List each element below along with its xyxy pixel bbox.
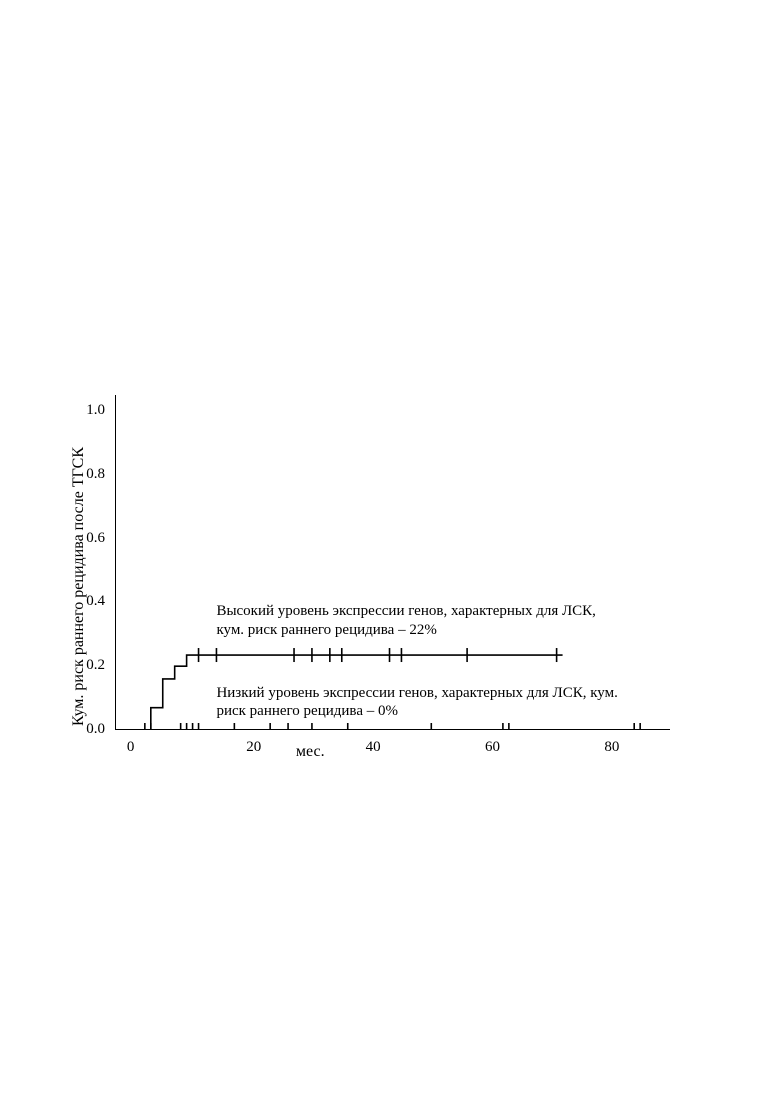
y-tick-label: 0.2 — [86, 657, 105, 674]
page: Кум. риск раннего рецидива после ТГСК ме… — [0, 0, 780, 1103]
x-axis-label: мес. — [296, 743, 325, 761]
y-tick-label: 1.0 — [86, 402, 105, 419]
y-tick-label: 0.0 — [86, 721, 105, 738]
chart-svg — [115, 395, 670, 730]
x-tick-label: 40 — [366, 739, 381, 756]
chart-annotation: Низкий уровень экспрессии генов, характе… — [216, 684, 617, 722]
x-tick-label: 0 — [127, 739, 135, 756]
chart-annotation: Высокий уровень экспрессии генов, характ… — [216, 602, 596, 640]
x-tick-label: 60 — [485, 739, 500, 756]
x-tick-label: 20 — [246, 739, 261, 756]
y-tick-label: 0.8 — [86, 466, 105, 483]
y-axis-label: Кум. риск раннего рецидива после ТГСК — [70, 447, 88, 726]
x-tick-label: 80 — [604, 739, 619, 756]
y-tick-label: 0.4 — [86, 593, 105, 610]
y-tick-label: 0.6 — [86, 530, 105, 547]
chart-container — [115, 395, 670, 730]
